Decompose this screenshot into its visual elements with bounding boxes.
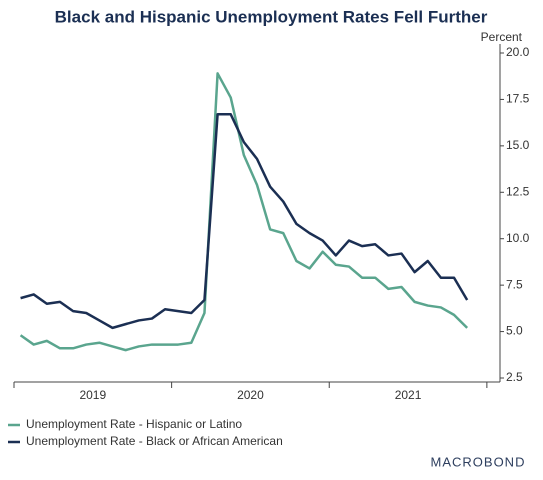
y-tick-label: 20.0 [506,45,530,59]
logo: MACROBOND [431,454,526,469]
legend-label: Unemployment Rate - Hispanic or Latino [26,417,242,431]
y-tick-label: 2.5 [506,370,523,384]
y-tick-label: 12.5 [506,184,530,198]
series-line [19,72,469,352]
x-tick-label: 2019 [79,388,106,402]
y-unit-label: Percent [481,30,523,44]
y-tick-label: 15.0 [506,138,530,152]
legend-label: Unemployment Rate - Black or African Ame… [26,434,283,448]
y-tick-label: 17.5 [506,92,530,106]
x-tick-label: 2021 [395,388,422,402]
x-tick-label: 2020 [237,388,264,402]
chart-title: Black and Hispanic Unemployment Rates Fe… [55,7,488,26]
y-tick-label: 7.5 [506,277,523,291]
series-line [20,113,469,330]
y-tick-label: 5.0 [506,324,523,338]
y-tick-label: 10.0 [506,231,530,245]
